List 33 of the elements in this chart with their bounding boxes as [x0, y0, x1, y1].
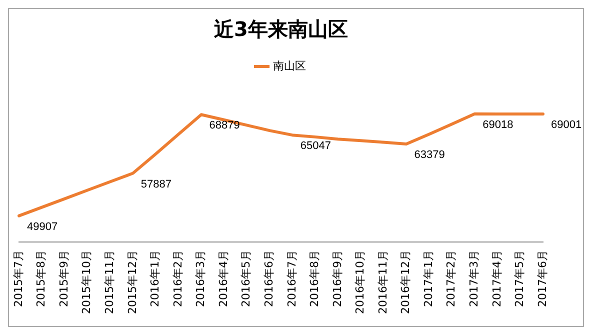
x-tick-label: 2016年9月 — [330, 250, 344, 308]
x-tick-label: 2017年4月 — [490, 250, 504, 308]
x-tick-label: 2016年1月 — [148, 250, 162, 308]
x-tick-label: 2016年2月 — [171, 250, 184, 308]
x-tick-label: 2015年7月 — [12, 250, 25, 308]
data-label: 49907 — [27, 220, 58, 233]
x-tick-label: 2015年11月 — [102, 250, 116, 314]
x-tick-label: 2016年5月 — [240, 250, 253, 308]
x-tick-label: 2017年6月 — [536, 250, 549, 308]
x-tick-label: 2016年10月 — [354, 250, 367, 314]
data-label: 69001 — [551, 119, 582, 132]
x-tick-label: 2016年4月 — [216, 250, 230, 308]
x-tick-label: 2016年7月 — [285, 250, 298, 308]
data-label: 65047 — [300, 140, 331, 152]
x-tick-label: 2016年11月 — [376, 250, 390, 314]
x-tick-label: 2015年8月 — [34, 250, 48, 308]
x-tick-label: 2015年9月 — [57, 250, 70, 308]
x-tick-label: 2017年2月 — [444, 250, 458, 308]
x-tick-label: 2017年5月 — [513, 250, 526, 308]
x-tick-label: 2015年12月 — [126, 250, 139, 314]
data-label: 63379 — [414, 149, 445, 162]
x-tick-label: 2016年12月 — [399, 250, 412, 314]
x-tick-label: 2016年6月 — [262, 250, 276, 308]
data-label: 69018 — [482, 118, 514, 131]
data-label: 57887 — [140, 178, 172, 190]
x-tick-label: 2017年3月 — [468, 250, 481, 308]
x-tick-label: 2017年1月 — [422, 250, 435, 308]
legend-label: 南山区 — [272, 59, 306, 72]
x-tick-label: 2016年8月 — [308, 250, 322, 308]
chart-title: 近3年来南山区 — [213, 17, 348, 42]
x-tick-label: 2016年3月 — [194, 250, 208, 308]
x-tick-label: 2015年10月 — [80, 250, 94, 314]
data-label: 68879 — [209, 120, 240, 132]
